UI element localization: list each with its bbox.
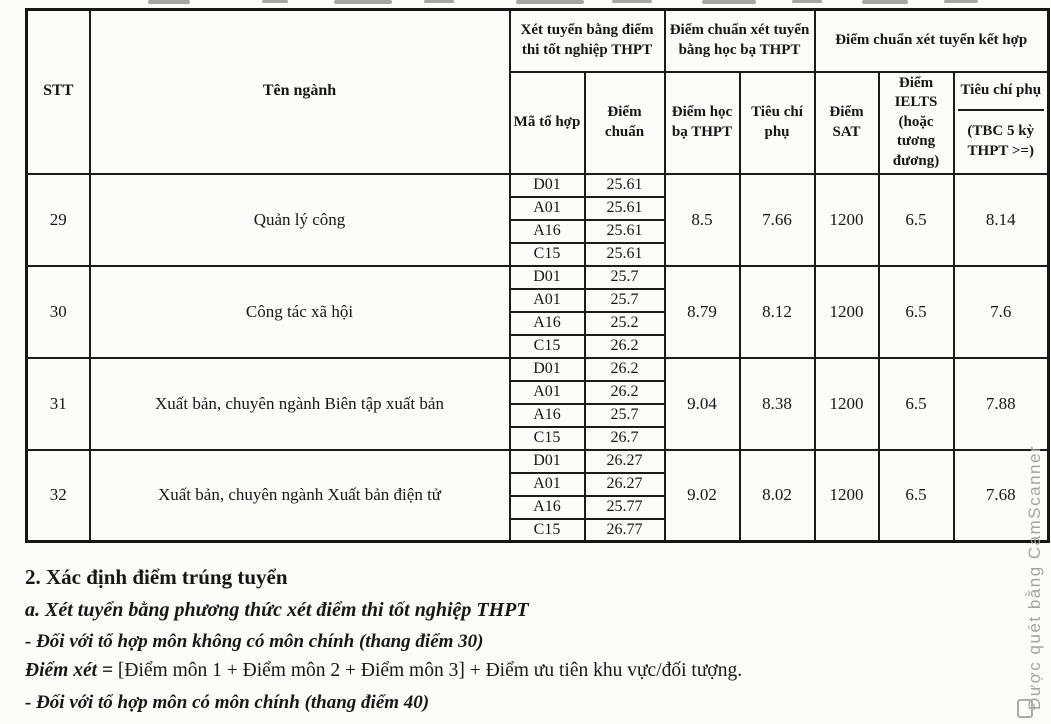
header-group-thpt: Xét tuyển bằng điểm thi tốt nghiệp THPT — [508, 8, 666, 73]
header-diem-sat: Điểm SAT — [813, 70, 880, 175]
tieuchiphu-kethop-cell: 7.6 — [952, 264, 1050, 359]
scan-artifact — [862, 0, 908, 4]
combo-code-cell: C15 — [508, 241, 586, 267]
combo-score-cell: 26.2 — [583, 379, 666, 405]
header-tieu-chi-phu: Tiêu chí phụ — [738, 70, 816, 175]
combo-score-cell: 25.77 — [583, 494, 666, 520]
ielts-score-cell: 6.5 — [877, 448, 955, 543]
combo-score-cell: 25.7 — [583, 402, 666, 428]
scan-artifact — [612, 0, 652, 3]
hocba-score-cell: 9.04 — [663, 356, 741, 451]
tieuchiphu-kethop-cell: 8.14 — [952, 172, 1050, 267]
header-tieu-chi-phu-kethop-sub: (TBC 5 kỳ THPT >=) — [967, 123, 1035, 159]
header-diem-ielts: Điểm IELTS (hoặc tương đương) — [877, 70, 955, 175]
tieuchiphu-hocba-cell: 8.38 — [738, 356, 816, 451]
major-name-cell: Xuất bản, chuyên ngành Biên tập xuất bản — [88, 356, 511, 451]
tieuchiphu-hocba-cell: 7.66 — [738, 172, 816, 267]
combo-score-cell: 25.7 — [583, 264, 666, 290]
combo-code-cell: A16 — [508, 402, 586, 428]
scan-artifact — [516, 0, 584, 4]
combo-score-cell: 26.7 — [583, 425, 666, 451]
scan-artifact — [424, 0, 454, 3]
combo-score-cell: 25.61 — [583, 218, 666, 244]
stt-cell: 30 — [25, 264, 91, 359]
formula-label: Điểm xét = — [25, 660, 114, 681]
header-group-kethop: Điểm chuẩn xét tuyển kết hợp — [813, 8, 1050, 73]
tieuchiphu-kethop-cell: 7.68 — [952, 448, 1050, 543]
combo-code-cell: A01 — [508, 471, 586, 497]
tieuchiphu-hocba-cell: 8.12 — [738, 264, 816, 359]
combo-score-cell: 25.7 — [583, 287, 666, 313]
scan-artifact — [702, 0, 756, 4]
scan-artifact — [262, 0, 288, 3]
ielts-score-cell: 6.5 — [877, 356, 955, 451]
stt-cell: 31 — [25, 356, 91, 451]
combo-code-cell: D01 — [508, 264, 586, 290]
header-diem-hoc-ba: Điểm học bạ THPT — [663, 70, 741, 175]
combo-code-cell: C15 — [508, 425, 586, 451]
scan-artifact — [148, 0, 190, 4]
combo-score-cell: 25.61 — [583, 172, 666, 198]
stt-cell: 29 — [25, 172, 91, 267]
score-formula: Điểm xét = [Điểm môn 1 + Điểm môn 2 + Đi… — [25, 660, 742, 682]
header-tieu-chi-phu-kethop: Tiêu chí phụ (TBC 5 kỳ THPT >=) — [952, 70, 1050, 175]
combo-code-cell: A01 — [508, 287, 586, 313]
header-stt: STT — [25, 8, 91, 175]
combo-score-cell: 26.2 — [583, 356, 666, 382]
combo-code-cell: D01 — [508, 172, 586, 198]
combo-code-cell: A01 — [508, 379, 586, 405]
header-ten-nganh: Tên ngành — [88, 8, 511, 175]
ielts-score-cell: 6.5 — [877, 172, 955, 267]
scan-artifact — [334, 0, 392, 4]
sat-score-cell: 1200 — [813, 172, 880, 267]
hocba-score-cell: 8.5 — [663, 172, 741, 267]
combo-code-cell: A16 — [508, 494, 586, 520]
header-ma-to-hop: Mã tổ hợp — [508, 70, 586, 175]
combo-score-cell: 25.61 — [583, 241, 666, 267]
note-bullet-2: - Đối với tổ hợp môn có môn chính (thang… — [25, 692, 430, 713]
major-name-cell: Công tác xã hội — [88, 264, 511, 359]
note-bullet-1: - Đối với tổ hợp môn không có môn chính … — [25, 631, 484, 652]
scan-artifact — [792, 0, 822, 3]
combo-score-cell: 25.2 — [583, 310, 666, 336]
header-group-hocba: Điểm chuẩn xét tuyển bằng học bạ THPT — [663, 8, 816, 73]
combo-score-cell: 26.27 — [583, 471, 666, 497]
tieuchiphu-hocba-cell: 8.02 — [738, 448, 816, 543]
formula-body: [Điểm môn 1 + Điểm môn 2 + Điểm môn 3] +… — [113, 660, 743, 681]
hocba-score-cell: 8.79 — [663, 264, 741, 359]
combo-code-cell: A16 — [508, 218, 586, 244]
sat-score-cell: 1200 — [813, 356, 880, 451]
combo-code-cell: D01 — [508, 356, 586, 382]
section-heading: 2. Xác định điểm trúng tuyển — [25, 565, 288, 589]
subsection-heading: a. Xét tuyển bằng phương thức xét điểm t… — [25, 599, 529, 621]
ielts-score-cell: 6.5 — [877, 264, 955, 359]
combo-score-cell: 26.2 — [583, 333, 666, 359]
major-name-cell: Xuất bản, chuyên ngành Xuất bản điện tử — [88, 448, 511, 543]
tieuchiphu-kethop-cell: 7.88 — [952, 356, 1050, 451]
admission-scores-table: STT Tên ngành Xét tuyển bằng điểm thi tố… — [25, 8, 1050, 543]
header-diem-chuan: Điểm chuẩn — [583, 70, 666, 175]
stt-cell: 32 — [25, 448, 91, 543]
camscanner-logo-icon — [1017, 699, 1033, 718]
major-name-cell: Quản lý công — [88, 172, 511, 267]
combo-score-cell: 26.77 — [583, 517, 666, 543]
combo-code-cell: C15 — [508, 333, 586, 359]
combo-code-cell: A01 — [508, 195, 586, 221]
camscanner-watermark-text: Được quét bằng CamScanner — [1025, 444, 1044, 710]
scan-artifact — [944, 0, 978, 3]
hocba-score-cell: 9.02 — [663, 448, 741, 543]
combo-code-cell: A16 — [508, 310, 586, 336]
sat-score-cell: 1200 — [813, 448, 880, 543]
combo-score-cell: 26.27 — [583, 448, 666, 474]
header-tieu-chi-phu-kethop-label: Tiêu chí phụ — [957, 74, 1044, 111]
combo-code-cell: D01 — [508, 448, 586, 474]
combo-score-cell: 25.61 — [583, 195, 666, 221]
sat-score-cell: 1200 — [813, 264, 880, 359]
combo-code-cell: C15 — [508, 517, 586, 543]
